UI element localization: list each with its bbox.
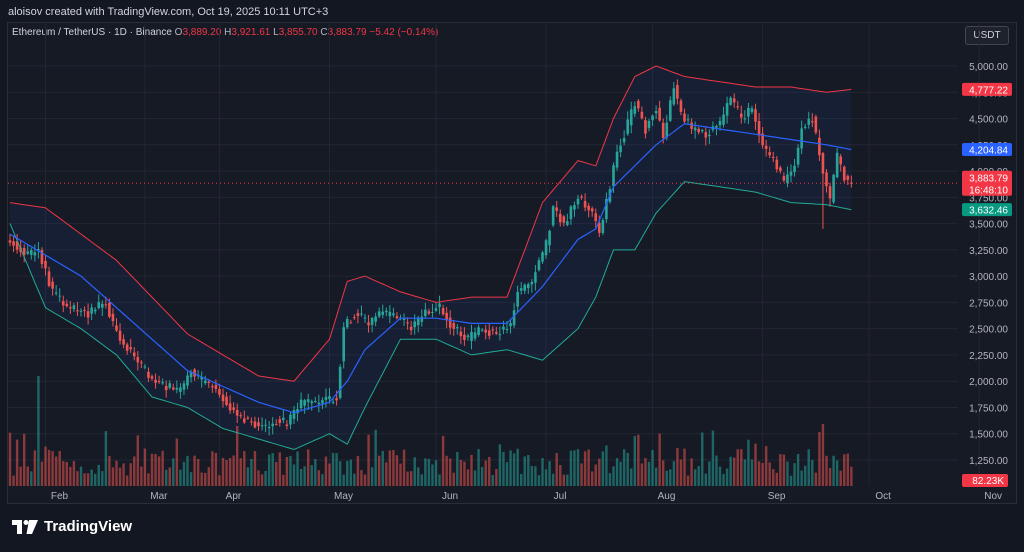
close-label: C xyxy=(320,27,328,38)
brand-name: TradingView xyxy=(44,518,133,535)
high-label: H xyxy=(224,27,232,38)
low-label: L xyxy=(273,27,279,38)
currency-button[interactable]: USDT xyxy=(965,26,1009,45)
tradingview-logo[interactable]: TradingView xyxy=(12,518,132,535)
chart-panel[interactable] xyxy=(7,22,1017,504)
chart-credit: aloisov created with TradingView.com, Oc… xyxy=(8,6,329,18)
symbol-title[interactable]: Ethereum / TetherUS · 1D · Binance xyxy=(12,27,172,38)
high-value: 3,921.61 xyxy=(231,27,271,38)
tradingview-logo-icon xyxy=(12,519,38,534)
open-label: O xyxy=(174,27,183,38)
footer-bar xyxy=(0,504,1024,552)
low-value: 3,855.70 xyxy=(278,27,318,38)
top-bar: aloisov created with TradingView.com, Oc… xyxy=(0,0,1024,22)
change-value: −5.42 (−0.14%) xyxy=(369,27,439,38)
close-value: 3,883.79 xyxy=(327,27,367,38)
open-value: 3,889.20 xyxy=(182,27,222,38)
symbol-legend: Ethereum / TetherUS · 1D · Binance O3,88… xyxy=(12,27,438,38)
